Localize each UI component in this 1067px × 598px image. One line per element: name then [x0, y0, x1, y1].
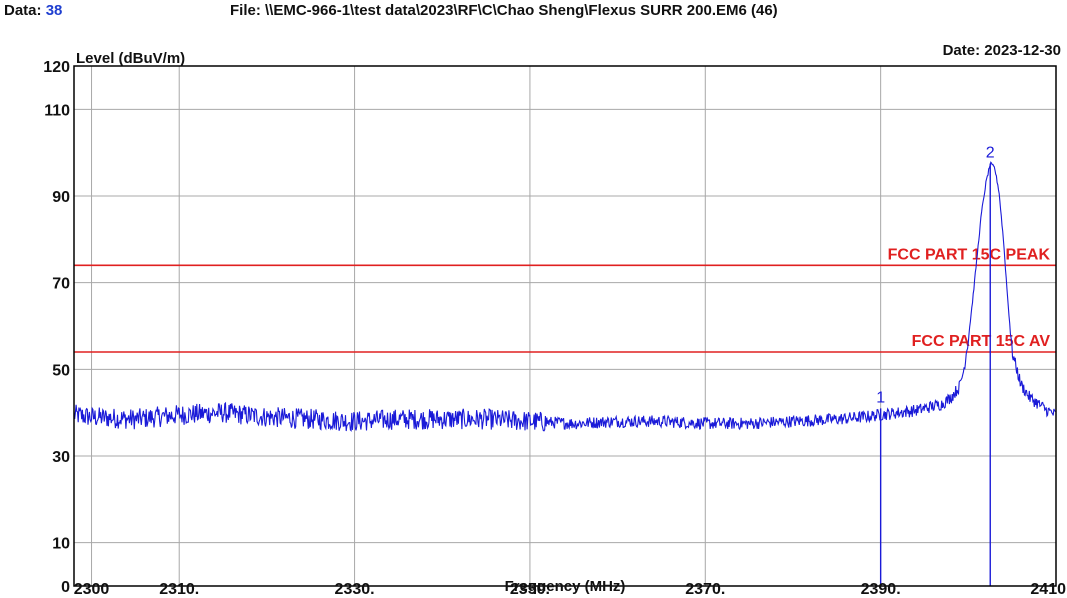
marker-label-0: 1 [876, 389, 885, 406]
series-line-0 [73, 161, 1057, 432]
y-tick-label-4: 70 [52, 276, 70, 293]
limit-lines: FCC PART 15C PEAK FCC PART 15C AV [74, 246, 1056, 353]
date-value: 2023-12-30 [984, 42, 1061, 59]
y-tick-label-7: 120 [43, 59, 70, 76]
date-header: Date: 2023-12-30 [943, 42, 1061, 59]
x-tick-label-0: 2300 [74, 581, 110, 598]
data-label: Data: [4, 2, 42, 19]
data-value: 38 [45, 2, 63, 19]
x-tick-label-5: 2390. [861, 581, 901, 598]
y-tick-label-6: 110 [44, 102, 70, 119]
markers: 12 [876, 145, 995, 586]
limit-label-0: FCC PART 15C PEAK [888, 246, 1051, 263]
plot-frame [73, 65, 1057, 587]
x-axis: 2300 2310. 2330. 2350. 2370. 2390. 2410 [74, 581, 1066, 598]
x-tick-label-1: 2310. [159, 581, 199, 598]
data-number: Data: 38 [4, 2, 62, 19]
y-tick-label-0: 0 [61, 579, 70, 596]
x-tick-label-2: 2330. [335, 581, 375, 598]
date-label: Date: [942, 42, 981, 59]
marker-label-1: 2 [986, 145, 995, 162]
limit-label-1: FCC PART 15C AV [912, 333, 1051, 350]
y-tick-label-3: 50 [52, 362, 70, 379]
y-axis-label: Level (dBuV/m) [76, 50, 185, 67]
file-path: \\EMC-966-1\test data\2023\RF\C\Chao She… [265, 2, 778, 19]
x-tick-label-4: 2370. [685, 581, 725, 598]
x-tick-label-6: 2410 [1030, 581, 1066, 598]
x-tick-label-3: 2350. [510, 581, 550, 598]
y-tick-label-5: 90 [52, 189, 70, 206]
y-tick-label-1: 10 [52, 536, 70, 553]
y-axis: 0 10 30 50 70 90 110 120 [43, 59, 70, 596]
x-axis-label: Frequency (MHz) [505, 578, 626, 595]
file-label: File: [230, 2, 261, 19]
y-tick-label-2: 30 [52, 449, 70, 466]
series-layer [73, 161, 1057, 432]
grid [74, 66, 1056, 586]
file-path-header: File: \\EMC-966-1\test data\2023\RF\C\Ch… [230, 2, 778, 19]
